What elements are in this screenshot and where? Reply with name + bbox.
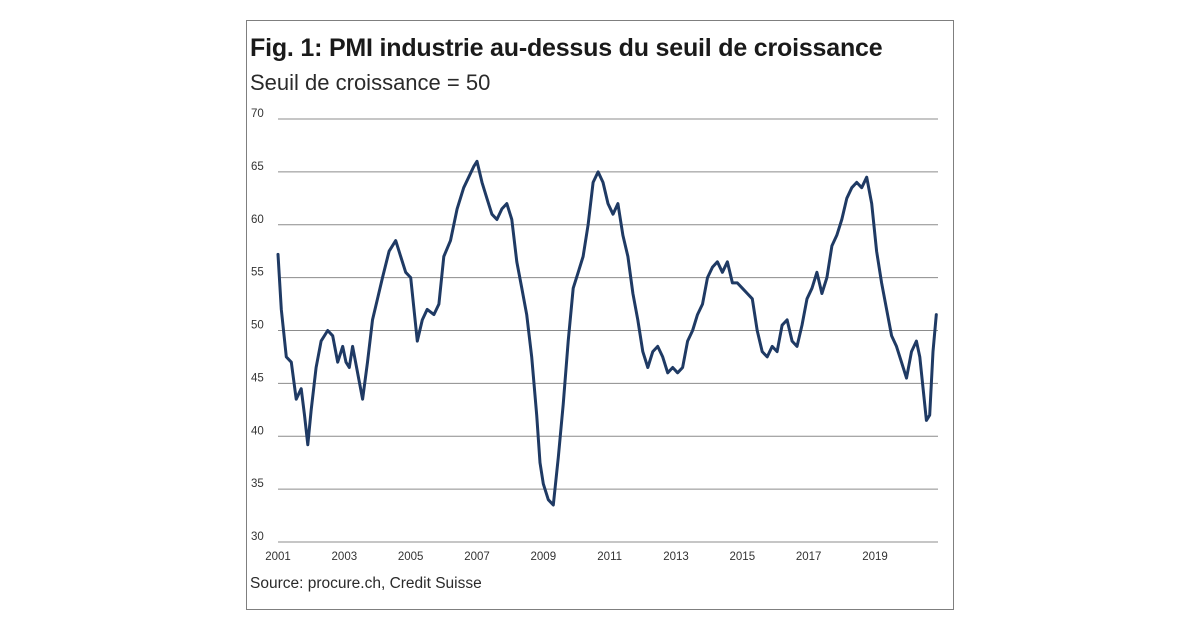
y-tick-label: 60 bbox=[251, 214, 264, 226]
y-tick-label: 30 bbox=[251, 531, 264, 543]
y-gridlines bbox=[278, 118, 938, 543]
y-tick-labels: 30 35 40 45 50 55 60 65 70 bbox=[251, 108, 264, 543]
x-tick-label: 2015 bbox=[730, 551, 756, 563]
x-tick-label: 2009 bbox=[531, 551, 557, 563]
x-tick-label: 2003 bbox=[332, 551, 358, 563]
x-tick-label: 2001 bbox=[265, 551, 291, 563]
series-group bbox=[276, 159, 938, 507]
x-tick-label: 2013 bbox=[663, 551, 689, 563]
y-tick-label: 55 bbox=[251, 267, 264, 279]
y-tick-label: 35 bbox=[251, 478, 264, 490]
x-tick-labels: 2001 2003 2005 2007 2009 2011 2013 2015 2017 2019 bbox=[265, 551, 888, 563]
y-tick-label: 70 bbox=[251, 108, 264, 120]
x-tick-label: 2017 bbox=[796, 551, 822, 563]
x-tick-label: 2007 bbox=[464, 551, 490, 563]
y-tick-label: 65 bbox=[251, 161, 264, 173]
chart-title: Fig. 1: PMI industrie au-dessus du seuil… bbox=[250, 34, 883, 62]
series-line-pmi bbox=[276, 159, 938, 507]
y-tick-label: 50 bbox=[251, 320, 264, 332]
chart-subtitle: Seuil de croissance = 50 bbox=[250, 70, 491, 95]
y-tick-label: 40 bbox=[251, 425, 264, 437]
chart-source: Source: procure.ch, Credit Suisse bbox=[250, 575, 482, 592]
x-tick-label: 2011 bbox=[597, 551, 622, 563]
y-tick-label: 45 bbox=[251, 372, 264, 384]
x-tick-label: 2005 bbox=[398, 551, 424, 563]
x-tick-label: 2019 bbox=[862, 551, 888, 563]
chart-frame bbox=[246, 20, 954, 610]
